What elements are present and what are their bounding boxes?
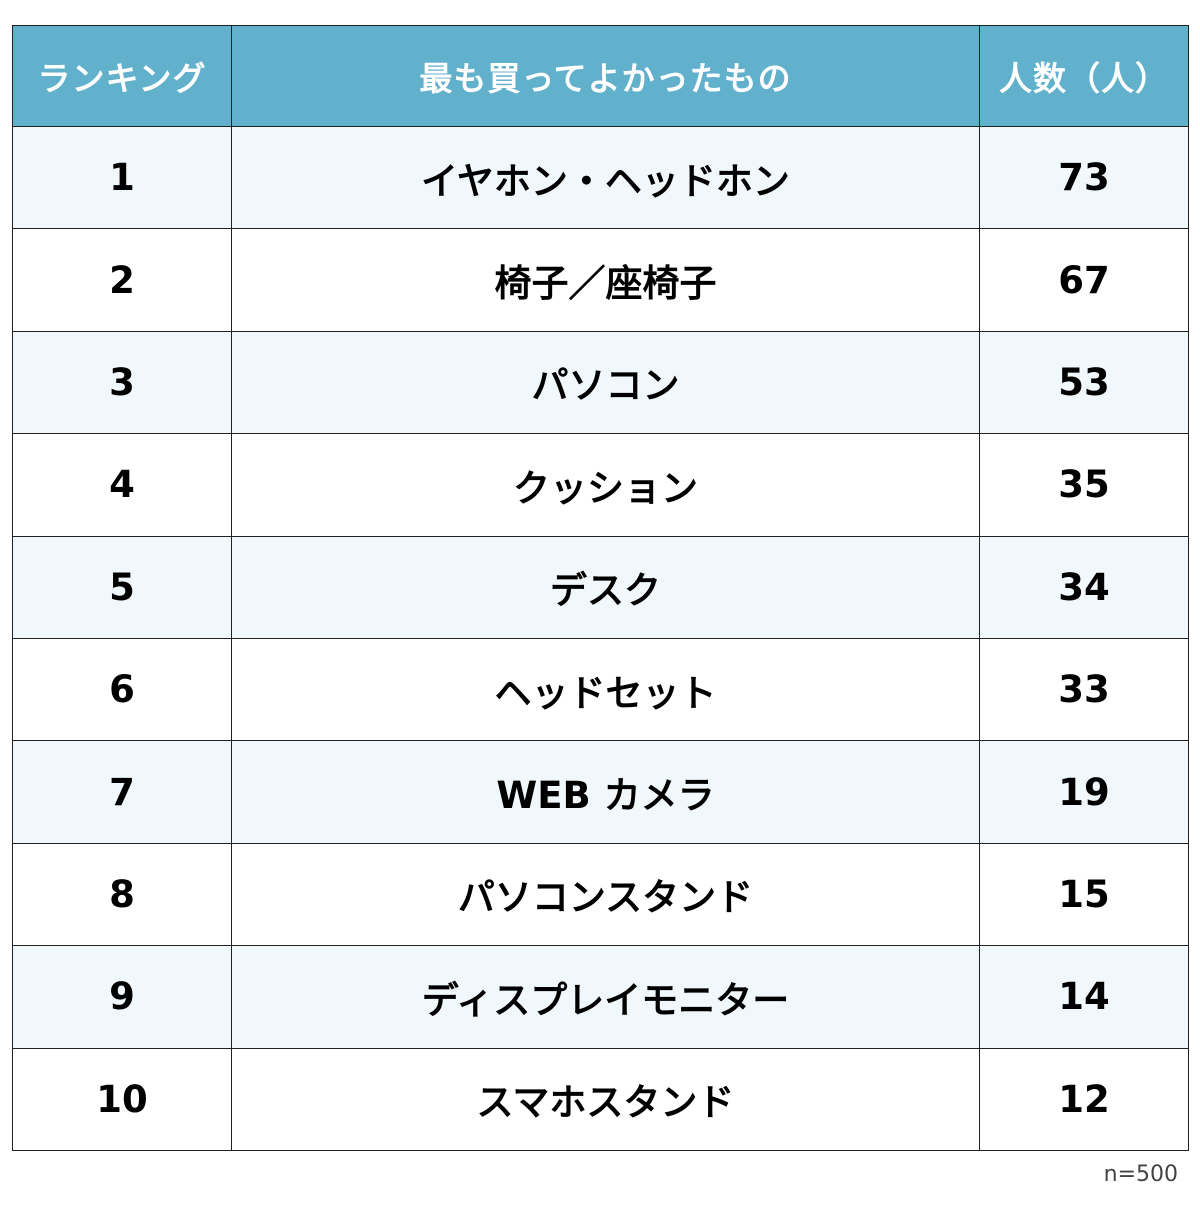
count-cell: 53: [979, 330, 1189, 435]
table-row: 2 椅子／座椅子 67: [12, 228, 1189, 332]
rank-cell: 8: [12, 842, 232, 947]
table-row: 6 ヘッドセット 33: [12, 637, 1189, 742]
item-cell: ディスプレイモニター: [231, 945, 980, 1049]
item-cell: デスク: [231, 535, 980, 639]
item-cell: ヘッドセット: [231, 637, 980, 742]
table-row: 1 イヤホン・ヘッドホン 73: [12, 125, 1189, 230]
ranking-table-container: ランキング 最も買ってよかったもの 人数（人） 1 イヤホン・ヘッドホン 7 3 …: [12, 25, 1189, 1152]
table-row: 9 ディスプレイモニター 14: [12, 945, 1189, 1049]
rank-cell: 1: [12, 125, 232, 230]
item-cell: パソコンスタンド: [231, 842, 980, 947]
rank-cell: 9: [12, 945, 232, 1049]
table-row: 10 スマホスタンド 12: [12, 1047, 1189, 1152]
item-cell: イヤホン・ヘッドホン: [231, 125, 980, 230]
header-row: ランキング 最も買ってよかったもの 人数（人）: [12, 25, 1189, 127]
count-cell: 19: [979, 740, 1189, 844]
header-count: 人数（人）: [979, 25, 1189, 127]
header-item: 最も買ってよかったもの: [231, 25, 980, 127]
header-rank: ランキング: [12, 25, 232, 127]
table-body: 1 イヤホン・ヘッドホン 73 2 椅子／座椅子 67 3 パソコン 53 4 …: [12, 125, 1189, 1152]
count-cell: 35: [979, 433, 1189, 537]
table-row: 4 クッション 35: [12, 433, 1189, 537]
rank-cell: 2: [12, 228, 232, 332]
item-cell: クッション: [231, 433, 980, 537]
ranking-table: ランキング 最も買ってよかったもの 人数（人） 1 イヤホン・ヘッドホン 7 3 …: [12, 25, 1189, 1152]
item-cell: WEB カメラ: [231, 740, 980, 844]
count-cell: 14: [979, 945, 1189, 1049]
item-cell: 椅子／座椅子: [231, 228, 980, 332]
rank-cell: 3: [12, 330, 232, 435]
count-cell: 12: [979, 1047, 1189, 1152]
table-header: ランキング 最も買ってよかったもの 人数（人）: [12, 25, 1189, 127]
count-cell: 15: [979, 842, 1189, 947]
table-row: 5 デスク 34: [12, 535, 1189, 639]
rank-cell: 6: [12, 637, 232, 742]
rank-cell: 4: [12, 433, 232, 537]
count-cell: 33: [979, 637, 1189, 742]
item-cell: スマホスタンド: [231, 1047, 980, 1152]
table-row: 8 パソコンスタンド 15: [12, 842, 1189, 947]
sample-size-note: n=500: [1103, 1162, 1178, 1187]
table-row: 7 WEB カメラ 19: [12, 740, 1189, 844]
count-cell: 67: [979, 228, 1189, 332]
count-cell: 34: [979, 535, 1189, 639]
item-cell: パソコン: [231, 330, 980, 435]
rank-cell: 7: [12, 740, 232, 844]
rank-cell: 10: [12, 1047, 232, 1152]
rank-cell: 5: [12, 535, 232, 639]
count-cell: 73: [979, 125, 1189, 230]
table-row: 3 パソコン 53: [12, 330, 1189, 435]
